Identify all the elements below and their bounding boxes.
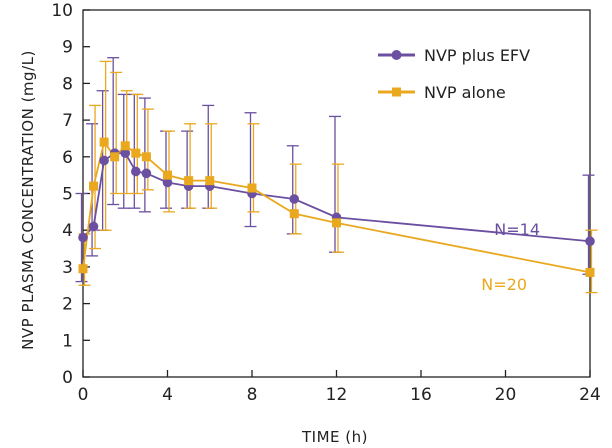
x-tick-label: 12 (326, 385, 348, 405)
data-point (141, 152, 151, 162)
x-tick-label: 8 (247, 385, 258, 405)
data-point (585, 236, 595, 247)
y-tick-label: 9 (62, 38, 73, 58)
legend-marker (391, 50, 402, 60)
series-annotation: N=14 (494, 220, 540, 239)
data-point (89, 181, 99, 191)
data-point (585, 267, 595, 277)
annotations: N=14 N=20 (481, 220, 540, 294)
data-point (289, 194, 300, 204)
y-tick-label: 10 (51, 1, 73, 21)
data-point (78, 264, 88, 274)
data-point (88, 221, 99, 232)
legend-marker (392, 87, 401, 97)
data-point (205, 176, 215, 186)
y-tick-label: 5 (62, 185, 73, 205)
series-markers (78, 137, 595, 277)
data-point (163, 170, 172, 180)
data-point (332, 218, 341, 228)
x-tick-label: 20 (495, 385, 517, 405)
data-point (110, 152, 120, 162)
data-point (99, 155, 109, 166)
y-tick-label: 3 (62, 258, 73, 278)
legend-label: NVP alone (424, 83, 506, 102)
y-tick-label: 0 (62, 368, 73, 388)
data-point (141, 168, 152, 179)
y-tick-label: 7 (62, 111, 73, 131)
data-point (247, 183, 257, 193)
data-point (184, 176, 194, 186)
data-point (78, 232, 88, 243)
x-tick-label: 16 (410, 385, 432, 405)
x-tick-label: 4 (162, 385, 173, 405)
x-axis-title: TIME (h) (301, 428, 368, 446)
data-point (131, 148, 141, 158)
data-point (99, 137, 109, 147)
data-point (131, 166, 141, 177)
y-tick-label: 4 (62, 221, 73, 241)
data-point (120, 141, 130, 151)
data-point (289, 209, 299, 219)
series-annotation: N=20 (481, 275, 527, 294)
y-tick-label: 1 (62, 331, 73, 351)
data-point (120, 148, 131, 158)
x-tick-label: 0 (78, 385, 89, 405)
y-tick-label: 2 (62, 295, 73, 315)
legend-label: NVP plus EFV (424, 46, 530, 65)
plot-frame (82, 9, 591, 378)
data-point (162, 177, 173, 188)
y-tick-label: 8 (62, 74, 73, 94)
y-axis-title: NVP PLASMA CONCENTRATION (mg/L) (19, 50, 37, 350)
y-tick-label: 6 (62, 148, 73, 168)
legend: NVP plus EFV NVP alone (378, 46, 530, 102)
x-tick-label: 24 (579, 385, 601, 405)
error-bars (75, 57, 598, 294)
